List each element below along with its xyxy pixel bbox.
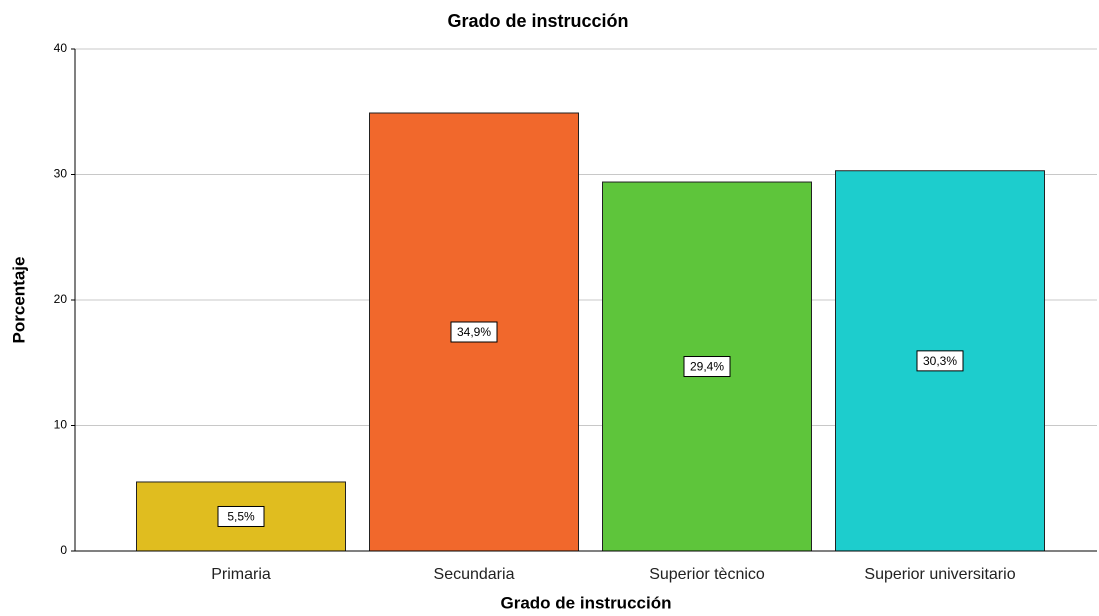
x-tick-label: Superior universitario [864,566,1015,583]
data-label-box [450,321,498,343]
chart-title: Grado de instrucción [447,11,628,31]
data-label: 5,5% [227,510,255,524]
y-tick-label: 0 [60,543,67,557]
y-tick-label: 10 [54,418,68,432]
data-label: 34,9% [457,325,491,339]
data-label: 29,4% [690,360,724,374]
y-axis-title: Porcentaje [9,257,28,344]
data-label: 30,3% [923,354,957,368]
y-tick-label: 20 [54,292,68,306]
x-tick-label: Secundaria [434,566,515,583]
data-label-box [217,505,265,527]
x-tick-label: Superior tècnico [649,566,765,583]
data-label-box [683,356,731,378]
x-tick-label: Primaria [211,566,271,583]
y-tick-label: 30 [54,167,68,181]
x-axis-title: Grado de instrucción [501,593,672,612]
y-tick-label: 40 [54,41,68,55]
data-label-box [916,350,964,372]
